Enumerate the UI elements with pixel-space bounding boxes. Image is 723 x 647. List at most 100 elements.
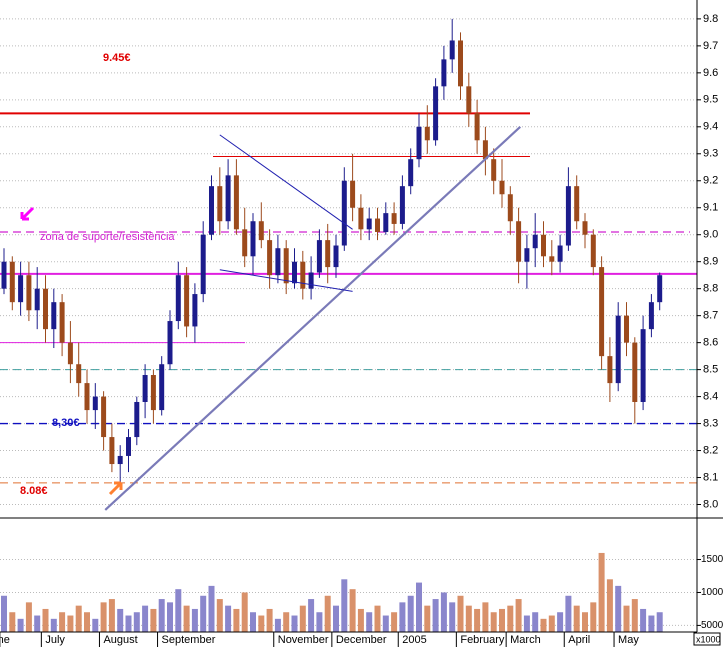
candle-body	[424, 126, 430, 141]
volume-bar	[640, 608, 647, 632]
candle-body	[607, 356, 613, 384]
volume-bar	[84, 612, 90, 632]
volume-bar	[266, 608, 273, 632]
volume-bar	[374, 605, 381, 632]
candle-body	[159, 364, 165, 411]
candle-body	[9, 261, 15, 303]
candle-body	[516, 221, 522, 262]
arrow	[20, 206, 35, 221]
x-tick-label: May	[618, 634, 639, 646]
volume-bar	[341, 579, 348, 632]
candle-body	[549, 256, 555, 262]
volume-bar	[308, 599, 315, 632]
volume-bar	[167, 602, 173, 632]
y-tick-label: 9.4	[703, 121, 718, 133]
volume-bar	[1, 595, 7, 632]
volume-tick-label: 5000	[701, 620, 723, 631]
candle-body	[76, 364, 82, 384]
candle-body	[292, 261, 297, 284]
volume-bar	[631, 599, 638, 632]
candle-body	[399, 186, 405, 224]
y-tick-label: 9.6	[703, 67, 718, 79]
volume-bar	[59, 612, 66, 632]
candle-body	[142, 375, 148, 402]
volume-bar	[250, 612, 256, 632]
volume-bar	[34, 615, 41, 632]
candle-body	[590, 234, 596, 268]
volume-bar	[615, 585, 622, 632]
x-tick-label: November	[278, 634, 329, 646]
volume-bar	[582, 612, 588, 632]
candle-body	[92, 396, 98, 411]
y-tick-label: 8.0	[703, 498, 718, 510]
volume-tick-label: 15000	[701, 554, 723, 565]
volume-bar	[258, 615, 265, 632]
candle-body	[184, 275, 190, 327]
volume-bar	[382, 615, 389, 632]
candle-body	[134, 401, 140, 438]
volume-bar	[291, 615, 298, 632]
volume-bar	[108, 599, 115, 632]
volume-bar	[407, 595, 414, 632]
candle-body	[433, 86, 439, 141]
volume-bar	[175, 589, 182, 632]
volume-bar	[183, 605, 190, 632]
candle-body	[109, 437, 115, 465]
volume-bar	[523, 615, 530, 632]
trendline	[219, 134, 353, 230]
volume-bar	[133, 612, 140, 632]
volume-bar	[25, 602, 32, 632]
candle-body	[150, 375, 156, 411]
candle-body	[192, 294, 198, 327]
volume-bar	[457, 595, 464, 632]
candle-body	[308, 272, 314, 289]
volume-bar	[573, 605, 580, 632]
candle-body	[167, 321, 173, 365]
candle-body	[441, 59, 447, 87]
candle-body	[391, 213, 397, 224]
y-tick-label: 8.2	[703, 444, 718, 456]
volume-bar	[75, 605, 82, 632]
volume-bar	[92, 618, 99, 632]
volume-bar	[225, 605, 232, 632]
candle-body	[624, 315, 629, 343]
volume-bar	[150, 608, 157, 632]
volume-bar	[565, 595, 572, 632]
volume-bar	[440, 592, 447, 632]
y-tick-label: 8.4	[703, 391, 718, 403]
volume-bar	[283, 612, 290, 632]
candle-body	[599, 267, 605, 357]
candle-body	[34, 288, 40, 311]
candle-body	[582, 221, 588, 235]
candle-body	[283, 248, 289, 284]
volume-bar	[100, 602, 107, 632]
volume-bar	[391, 612, 398, 632]
y-tick-label: 9.1	[703, 202, 718, 214]
trendline	[219, 269, 353, 292]
annotation: zona de suporte/resistência	[40, 231, 175, 243]
volume-bar	[357, 608, 364, 632]
y-tick-label: 8.3	[703, 417, 718, 429]
volume-bar	[349, 589, 356, 632]
candle-body	[18, 275, 24, 303]
volume-unit: x1000	[696, 634, 721, 644]
x-tick-label: April	[568, 634, 590, 646]
annotation: 8.08€	[20, 485, 48, 497]
volume-bar	[449, 602, 456, 632]
candle-body	[565, 186, 571, 246]
candle-body	[316, 240, 322, 273]
volume-bar	[474, 608, 481, 632]
volume-bar	[191, 608, 198, 632]
volume-bar	[499, 608, 505, 632]
x-tick-label: July	[45, 634, 65, 646]
volume-bar	[490, 612, 497, 632]
y-tick-label: 8.8	[703, 283, 718, 295]
volume-bar	[656, 612, 663, 632]
candle-body	[101, 396, 107, 438]
volume-bar	[274, 618, 281, 632]
candle-body	[233, 175, 239, 230]
volume-bar	[117, 608, 124, 632]
candle-body	[657, 275, 663, 303]
candle-body	[250, 221, 256, 257]
